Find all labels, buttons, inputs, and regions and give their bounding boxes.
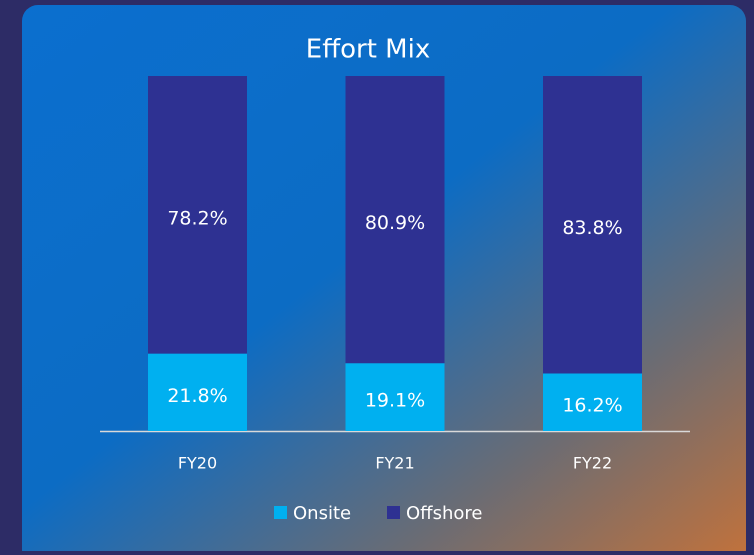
bar-segment (543, 373, 642, 431)
x-tick-label: FY21 (375, 454, 414, 473)
chart-title: Effort Mix (306, 35, 430, 65)
bar-segment (148, 353, 247, 431)
data-label: 16.2% (562, 395, 622, 417)
legend-swatch (387, 506, 400, 519)
bar-segment (543, 76, 642, 374)
data-label: 80.9% (365, 212, 425, 234)
legend-label: Onsite (293, 503, 351, 524)
bar-segment (345, 76, 445, 364)
data-label: 19.1% (365, 390, 425, 412)
data-label: 83.8% (562, 217, 622, 239)
data-label: 21.8% (167, 385, 227, 407)
legend-label: Offshore (406, 503, 482, 524)
bar-segment (148, 76, 247, 354)
legend-swatch (274, 506, 287, 519)
data-label: 78.2% (167, 207, 227, 229)
x-tick-label: FY22 (573, 454, 612, 473)
bar-segment (345, 363, 445, 431)
x-tick-label: FY20 (178, 454, 217, 473)
